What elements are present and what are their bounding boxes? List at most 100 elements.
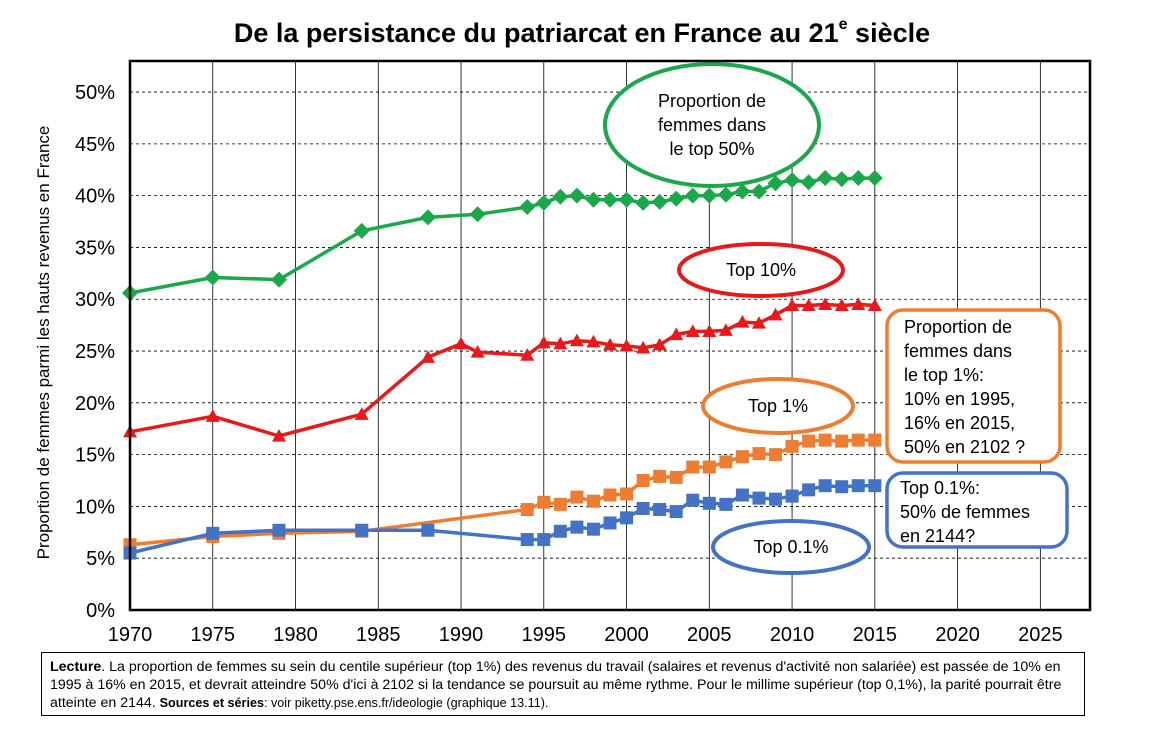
x-tick-label: 2010 (770, 624, 815, 646)
data-point (272, 523, 286, 537)
data-point (717, 186, 734, 203)
y-tick-label: 25% (75, 341, 115, 363)
annotation-text: femmes dans (904, 341, 1012, 361)
annotation-3: Proportion de femmes dans le top 1%: 10% en… (885, 308, 1062, 464)
data-point (420, 350, 435, 363)
chart-title-superscript: e (838, 16, 848, 33)
y-tick-label: 15% (75, 445, 115, 467)
data-point (802, 434, 816, 448)
data-point (553, 524, 567, 538)
data-point (785, 439, 799, 453)
data-point (834, 298, 849, 312)
annotation-2: Top 1% (701, 377, 855, 435)
data-point (686, 460, 700, 474)
data-point (603, 516, 617, 530)
y-tick-label: 35% (75, 237, 115, 259)
data-point (586, 494, 600, 508)
y-tick-label: 30% (75, 289, 115, 311)
data-point (735, 450, 749, 464)
annotation-text: le top 50% (669, 139, 754, 159)
series-0 (122, 170, 883, 302)
data-point (785, 489, 799, 503)
data-point (851, 433, 865, 447)
series-2 (123, 433, 882, 552)
data-point (818, 297, 833, 311)
annotation-box (885, 471, 1069, 549)
data-point (355, 523, 369, 537)
data-point (636, 474, 650, 488)
data-point (719, 455, 733, 469)
data-point (702, 324, 717, 337)
data-point (470, 345, 485, 358)
data-point (684, 187, 701, 204)
data-point (651, 193, 668, 210)
data-point (767, 175, 784, 192)
data-point (868, 479, 882, 493)
data-point (734, 183, 751, 200)
data-point (785, 298, 800, 312)
annotation-text: femmes dans (658, 115, 766, 135)
series-3 (123, 479, 882, 560)
annotation-0: Proportion de femmes dans le top 50% (603, 62, 821, 188)
data-point (769, 448, 783, 462)
data-point (868, 433, 882, 447)
data-point (636, 340, 651, 354)
data-point (802, 483, 816, 497)
data-point (784, 172, 801, 189)
series-group (122, 170, 883, 560)
y-tick-label: 0% (86, 600, 115, 622)
data-point (619, 338, 634, 352)
data-point (520, 503, 534, 517)
data-point (535, 194, 552, 211)
data-point (750, 183, 767, 200)
y-tick-label: 40% (75, 186, 115, 208)
data-point (702, 460, 716, 474)
data-point (586, 334, 601, 348)
x-tick-label: 1975 (191, 624, 236, 646)
plot-area-frame (128, 59, 1092, 612)
data-point (851, 479, 865, 493)
data-point (800, 174, 817, 191)
data-point (620, 487, 634, 501)
data-point (568, 187, 585, 204)
data-point (652, 337, 667, 351)
data-point (719, 497, 733, 511)
data-point (653, 503, 667, 517)
annotation-text: 50% en 2102 ? (904, 437, 1025, 457)
data-point (818, 433, 832, 447)
data-point (603, 488, 617, 502)
chart-title-end: siècle (847, 18, 931, 48)
data-point (835, 434, 849, 448)
x-tick-label: 1995 (522, 624, 567, 646)
data-point (669, 470, 683, 484)
reading-note-label: Lecture (50, 659, 102, 675)
data-point (801, 298, 816, 312)
data-point (205, 409, 220, 422)
data-point (586, 522, 600, 536)
series-line (129, 176, 875, 295)
annotation-text: Top 0.1% (753, 537, 828, 557)
annotation-text: Top 1% (748, 396, 808, 416)
data-point (769, 492, 783, 506)
x-tick-label: 2005 (687, 624, 732, 646)
annotation-text: 10% en 1995, (904, 389, 1015, 409)
data-point (668, 190, 685, 207)
x-tick-label: 2015 (853, 624, 898, 646)
data-point (833, 171, 850, 188)
chart-title: De la persistance du patriarcat en Franc… (0, 16, 1164, 49)
x-tick-label: 1970 (108, 624, 153, 646)
annotation-ellipse (677, 242, 845, 298)
annotation-text: Top 10% (726, 260, 796, 280)
data-point (585, 191, 602, 208)
data-point (553, 336, 568, 350)
data-point (866, 170, 883, 187)
data-point (817, 170, 834, 187)
data-point (570, 520, 584, 534)
annotation-text: 50% de femmes (900, 502, 1030, 522)
data-point (552, 188, 569, 205)
axis-ticks: 1970 1975 1980 1985 1990 1995 2000 2005 2010 2015… (75, 82, 1063, 646)
y-tick-label: 10% (75, 496, 115, 518)
y-tick-label: 5% (86, 548, 115, 570)
annotation-text: 16% en 2015, (904, 413, 1015, 433)
data-point (620, 511, 634, 525)
